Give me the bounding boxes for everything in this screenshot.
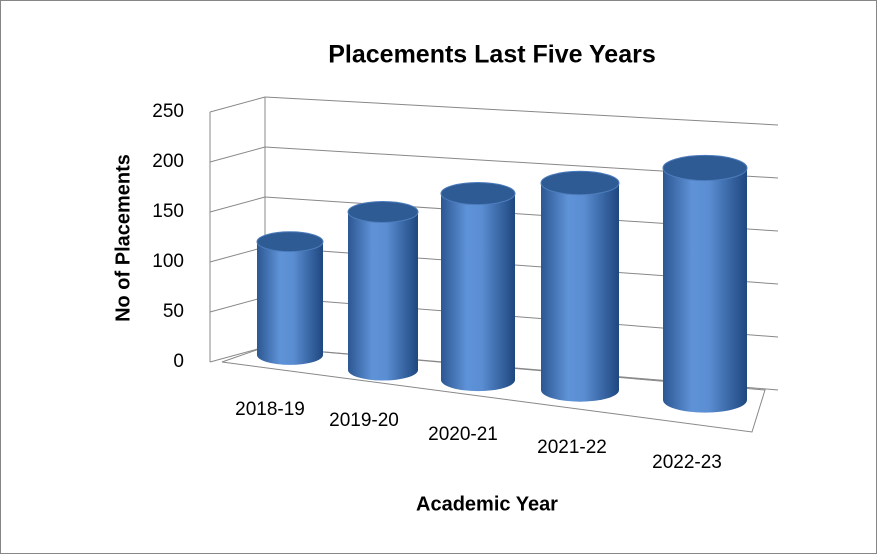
y-tick-label: 200 <box>152 151 184 172</box>
cylinder-top <box>440 181 516 206</box>
cylinder-top <box>256 231 324 253</box>
grid-line <box>209 246 266 263</box>
grid-line <box>209 96 266 113</box>
grid-line <box>209 146 266 163</box>
cylinder-body <box>257 241 323 365</box>
cylinder-top <box>540 170 620 196</box>
cylinder-body <box>441 193 515 392</box>
x-tick-label: 2018-19 <box>235 399 305 420</box>
grid-line <box>209 196 266 213</box>
grid-line <box>209 346 266 363</box>
y-tick-label: 50 <box>163 301 184 322</box>
grid-line <box>264 96 779 126</box>
bar <box>440 181 516 392</box>
bar <box>256 231 324 365</box>
grid-line <box>209 296 266 313</box>
x-tick-label: 2020-21 <box>428 424 498 445</box>
bars <box>256 154 748 413</box>
chart-title: Placements Last Five Years <box>328 41 656 69</box>
x-tick-label: 2019-20 <box>329 410 399 431</box>
y-tick-label: 250 <box>152 101 184 122</box>
x-tick-label: 2022-23 <box>652 452 722 473</box>
x-axis-title: Academic Year <box>416 493 558 515</box>
labels: 0 50 100 150 200 250 2018-19 2019-20 2020-21 2021… <box>152 101 722 473</box>
cylinder-top <box>662 154 748 182</box>
y-tick-label: 100 <box>152 251 184 272</box>
cylinder-body <box>541 183 619 402</box>
cylinder-body <box>348 211 418 381</box>
bar <box>540 170 620 402</box>
y-tick-label: 150 <box>152 201 184 222</box>
bar <box>662 154 748 413</box>
cylinder-body <box>663 168 747 413</box>
bar <box>347 200 419 381</box>
cylinder-top <box>347 200 419 223</box>
y-tick-label: 0 <box>173 351 184 372</box>
x-tick-label: 2021-22 <box>537 437 607 458</box>
y-axis-title: No of Placements <box>112 154 134 322</box>
